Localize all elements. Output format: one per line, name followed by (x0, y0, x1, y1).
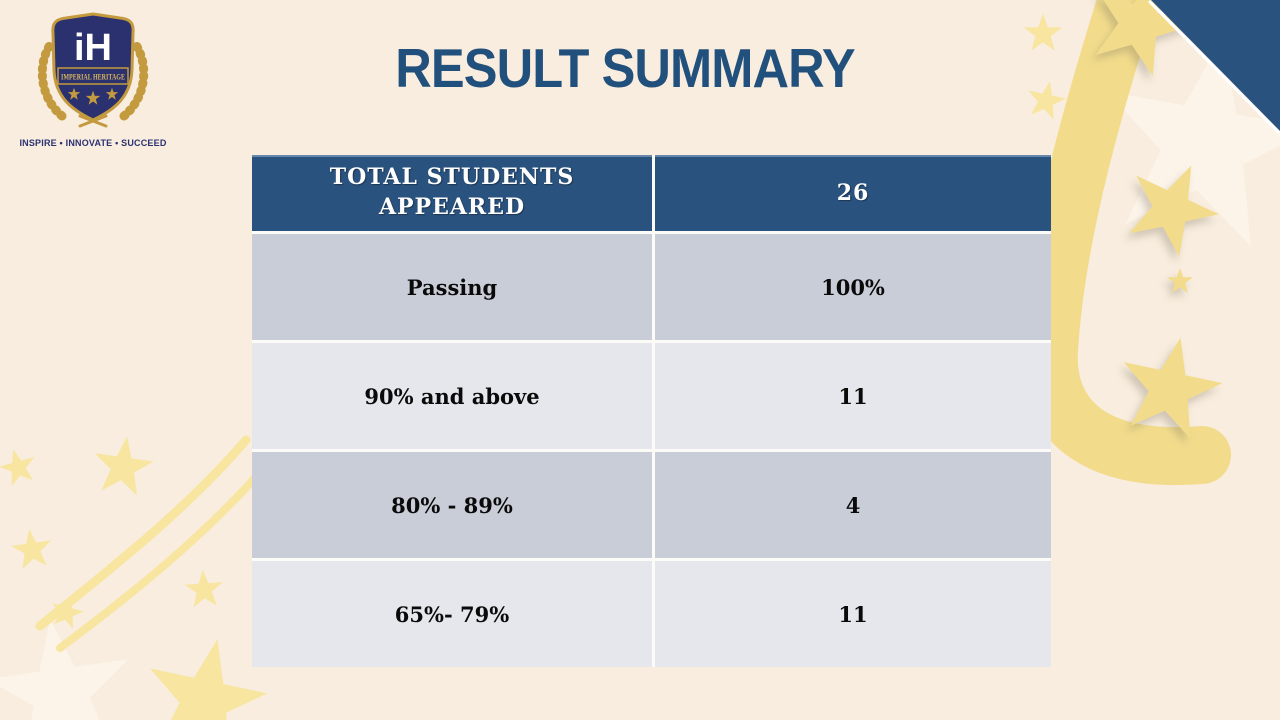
table-row-value: 4 (655, 452, 1051, 558)
logo-banner (57, 67, 129, 85)
table-row-value: 11 (655, 561, 1051, 667)
corner-edge-highlight (1147, 0, 1280, 135)
school-crest: iH IMPERIAL HERITAGE (37, 12, 149, 128)
table-header-label-cell: TOTAL STUDENTS APPEARED (252, 155, 652, 231)
table-row-value: 11 (655, 343, 1051, 449)
table-header-value: 26 (836, 180, 870, 206)
corner-triangle (1151, 0, 1280, 131)
result-table: TOTAL STUDENTS APPEARED 26 Passing 100% … (252, 155, 1051, 667)
page-title: RESULT SUMMARY (395, 37, 855, 99)
school-logo: iH IMPERIAL HERITAGE INSPIRE • INNOVATE … (18, 4, 168, 148)
table-header-label: TOTAL STUDENTS APPEARED (329, 164, 575, 220)
table-row-label: Passing (252, 234, 652, 340)
logo-monogram: iH (74, 27, 112, 69)
table-row-label: 90% and above (252, 343, 652, 449)
logo-tagline: INSPIRE • INNOVATE • SUCCEED (19, 138, 167, 148)
table-row-label: 65%- 79% (252, 561, 652, 667)
table-header-value-cell: 26 (655, 155, 1051, 231)
laurel-wreath-icon (37, 37, 149, 128)
table-row-label: 80% - 89% (252, 452, 652, 558)
table-row-value: 100% (655, 234, 1051, 340)
logo-school-name: IMPERIAL HERITAGE (61, 73, 125, 82)
swoosh-trails-left (35, 435, 266, 652)
